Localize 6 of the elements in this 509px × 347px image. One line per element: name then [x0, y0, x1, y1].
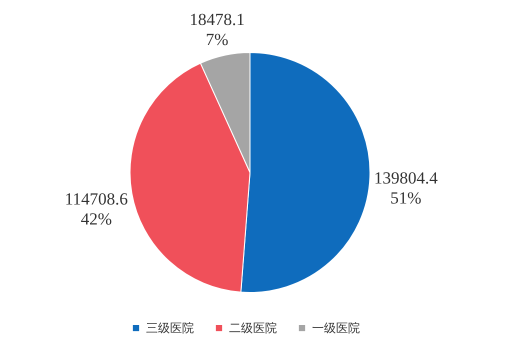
legend-label: 一级医院 [312, 321, 360, 336]
data-label: 139804.4 51% [374, 168, 438, 208]
legend-label: 三级医院 [146, 321, 194, 336]
legend-label: 二级医院 [229, 321, 277, 336]
data-label: 114708.6 42% [64, 190, 128, 229]
data-label: 18478.1 7% [189, 10, 245, 50]
